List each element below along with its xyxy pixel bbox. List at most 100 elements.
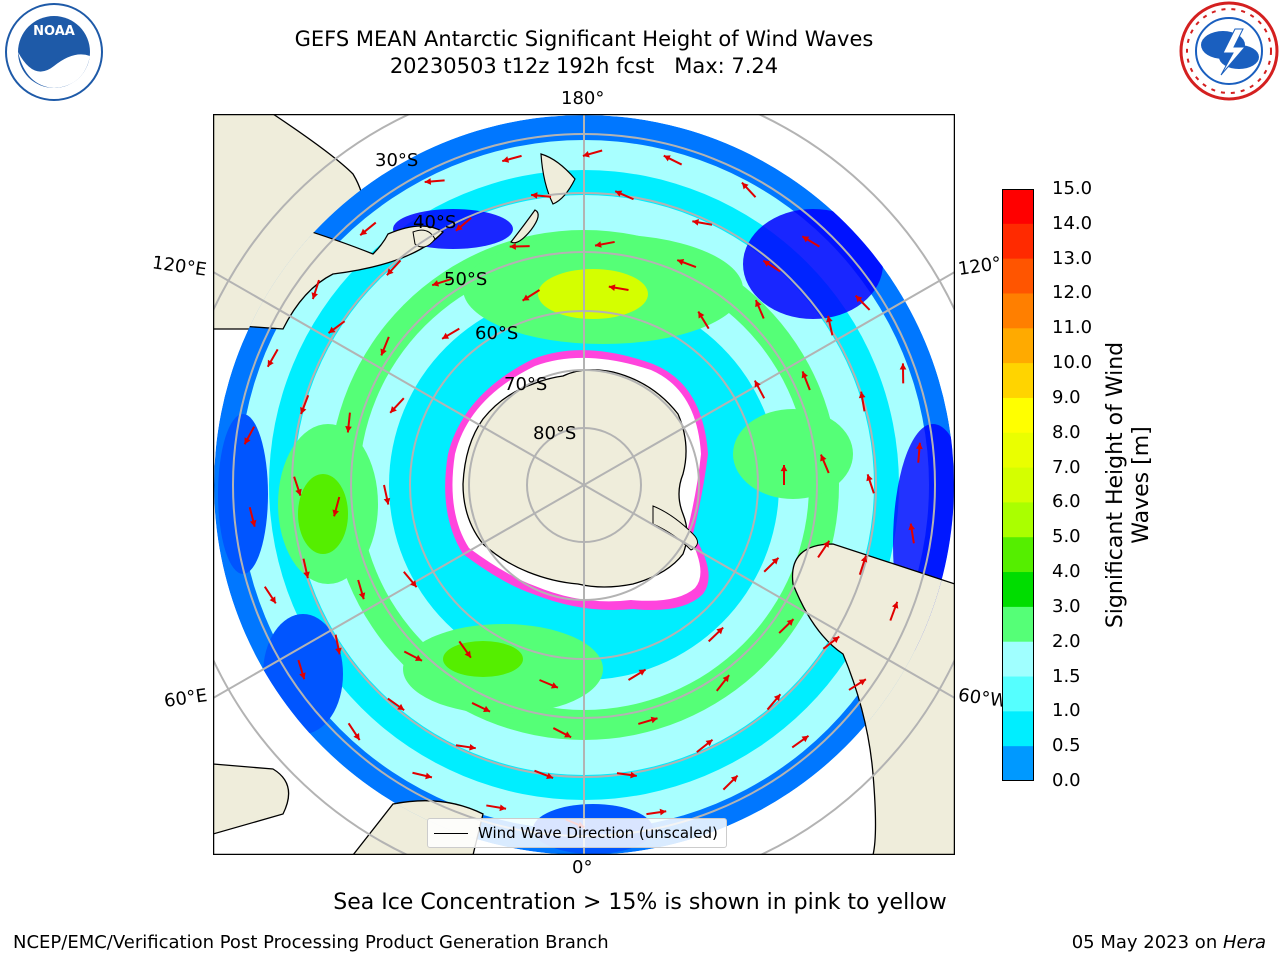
- footer-host: Hera: [1222, 932, 1266, 953]
- colorbar-band: [1002, 537, 1034, 573]
- colorbar-band: [1002, 397, 1034, 434]
- wave-arrow-head: [855, 295, 863, 303]
- legend-label: Wind Wave Direction (unscaled): [478, 824, 718, 842]
- wave-arrow-head: [754, 380, 761, 388]
- wave-arrow-head: [826, 315, 833, 323]
- wave-arrow-head: [469, 743, 476, 751]
- colorbar-tick-label: 7.0: [1052, 456, 1081, 478]
- wave-arrow-head: [780, 465, 788, 472]
- wave-arrow-head: [692, 219, 699, 226]
- wave-arrow-head: [267, 359, 274, 367]
- wave-arrow-head: [383, 497, 391, 505]
- colorbar-band: [1002, 606, 1034, 643]
- sea-ice-note: Sea Ice Concentration > 15% is shown in …: [333, 890, 947, 915]
- wave-arrow-head: [638, 669, 646, 676]
- colorbar-tick-label: 2.0: [1052, 630, 1081, 652]
- colorbar-band: [1002, 467, 1034, 503]
- wave-arrow-head: [755, 300, 762, 308]
- wave-arrow-head: [763, 260, 771, 267]
- colorbar-band: [1002, 572, 1034, 608]
- footer-credit: NCEP/EMC/Verification Post Processing Pr…: [13, 932, 609, 953]
- wave-arrow-head: [899, 363, 907, 370]
- wave-arrow-head: [244, 437, 251, 445]
- colorbar-tick-label: 1.0: [1052, 700, 1081, 722]
- wave-arrow-head: [801, 735, 809, 743]
- wave-arrow-head: [860, 555, 868, 563]
- wave-arrow-head: [328, 326, 336, 334]
- wave-arrow-head: [531, 192, 538, 199]
- colorbar-band: [1002, 328, 1034, 364]
- wave-arrow-head: [499, 804, 507, 812]
- wave-arrow-head: [502, 156, 510, 163]
- wave-arrow-head: [916, 442, 923, 450]
- lon-label-180: 180°: [561, 88, 605, 109]
- colorbar-band: [1002, 189, 1034, 225]
- colorbar-tick-label: 5.0: [1052, 526, 1081, 548]
- wave-arrow-head: [564, 731, 572, 738]
- wave-arrow-head: [386, 268, 394, 276]
- wave-arrow-head: [424, 178, 432, 185]
- lon-label-60e: 60°E: [162, 685, 209, 712]
- wave-arrow-head: [741, 182, 749, 190]
- wave-arrow-head: [659, 808, 667, 816]
- wave-arrow-head: [380, 348, 387, 356]
- colorbar-band: [1002, 746, 1034, 781]
- wave-arrow-head: [608, 284, 616, 291]
- colorbar-tick-label: 14.0: [1052, 212, 1093, 234]
- wave-arrow-head: [823, 540, 830, 548]
- colorbar: [1002, 189, 1034, 781]
- wave-arrow-head: [550, 682, 558, 689]
- wave-arrow-head: [582, 151, 590, 158]
- wave-arrow-head: [705, 739, 713, 747]
- colorbar-tick-label: 1.5: [1052, 665, 1081, 687]
- wave-arrow-head: [595, 241, 602, 248]
- colorbar-band: [1002, 258, 1034, 294]
- colorbar-tick-label: 10.0: [1052, 352, 1093, 374]
- polar-map: [213, 114, 955, 855]
- wave-arrow-head: [663, 155, 671, 162]
- wave-arrow-head: [332, 509, 339, 517]
- colorbar-band: [1002, 641, 1034, 678]
- wave-arrow-head: [858, 391, 866, 399]
- wave-arrow-head: [677, 259, 685, 266]
- wave-arrow-head: [390, 406, 397, 413]
- lon-label-120e: 120°E: [150, 252, 208, 281]
- wave-arrow-head: [650, 716, 658, 724]
- lat-label: 60°S: [475, 323, 519, 344]
- wave-arrow-head: [802, 236, 810, 243]
- lat-label: 50°S: [444, 269, 488, 290]
- colorbar-tick-label: 0.5: [1052, 735, 1081, 757]
- wave-arrow-head: [249, 519, 257, 527]
- wave-arrow-head: [432, 280, 440, 287]
- wave-arrow-head: [425, 772, 432, 780]
- legend-line-icon: [434, 832, 468, 834]
- colorbar-tick-label: 3.0: [1052, 595, 1081, 617]
- map-frame: [213, 114, 955, 855]
- wave-arrow-head: [483, 705, 491, 712]
- colorbar-label: Significant Height of Wind Waves [m]: [1103, 341, 1154, 629]
- colorbar-tick-label: 4.0: [1052, 561, 1081, 583]
- wave-arrow-head: [546, 772, 554, 779]
- wave-arrow-head: [615, 190, 623, 197]
- colorbar-tick-label: 12.0: [1052, 282, 1093, 304]
- colorbar-tick-label: 13.0: [1052, 247, 1093, 269]
- noaa-logo: NOAA: [5, 3, 103, 101]
- wave-arrow-head: [397, 703, 405, 711]
- wave-arrow-head: [891, 601, 899, 609]
- colorbar-band: [1002, 502, 1034, 538]
- wave-arrow-head: [630, 771, 637, 779]
- wave-arrow-head: [442, 332, 450, 339]
- wave-arrow-head: [771, 557, 779, 565]
- lat-label: 40°S: [413, 212, 457, 233]
- lat-label: 30°S: [375, 150, 419, 171]
- wave-arrow-head: [464, 650, 471, 658]
- noaa-logo-text: NOAA: [33, 24, 75, 39]
- wave-arrow-head: [300, 407, 307, 414]
- wave-arrow-head: [360, 228, 368, 236]
- wave-arrow-head: [866, 474, 873, 482]
- wave-arrow-head: [358, 592, 366, 600]
- wave-arrow-head: [295, 488, 302, 496]
- wave-arrow-head: [801, 371, 808, 379]
- colorbar-tick-label: 15.0: [1052, 178, 1093, 199]
